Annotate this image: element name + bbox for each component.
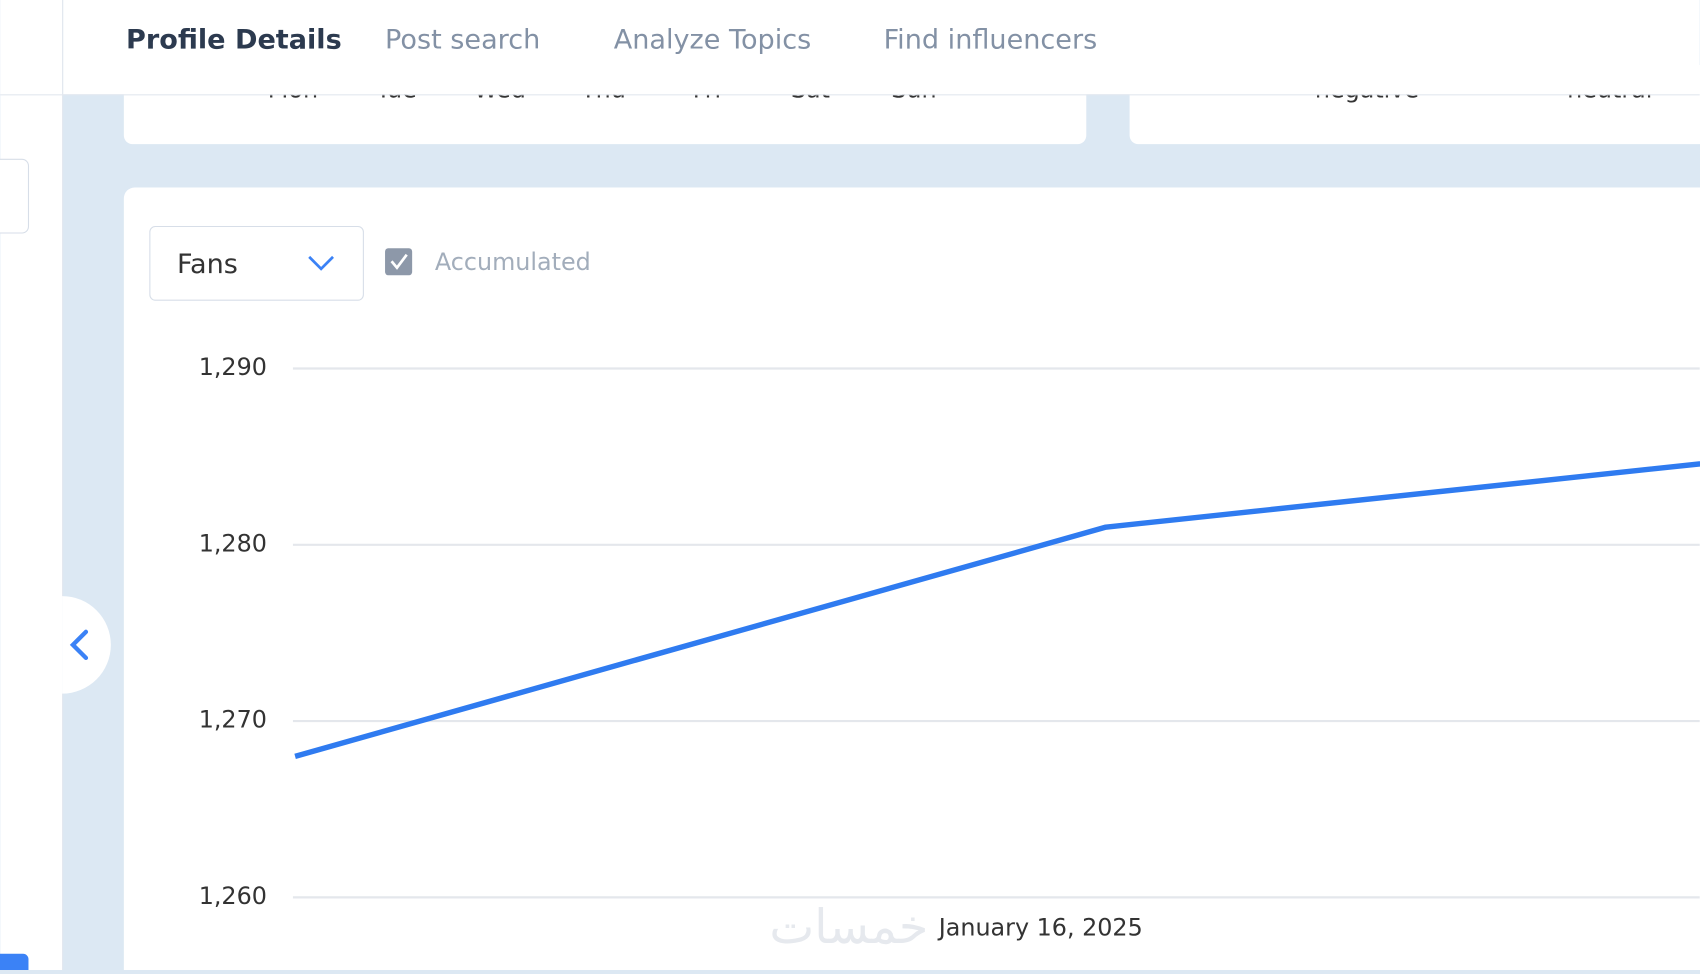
sidebar xyxy=(0,0,63,970)
data-line xyxy=(294,461,1700,759)
top-nav xyxy=(63,0,1700,95)
sidebar-input[interactable] xyxy=(0,158,30,234)
y-tick-label: 1,260 xyxy=(199,882,267,910)
nav-tab[interactable]: Analyze Topics xyxy=(614,25,812,56)
nav-tab[interactable]: Profile Details xyxy=(126,25,342,56)
checkbox-check xyxy=(390,253,408,270)
collapse-chevron xyxy=(69,629,89,661)
metric-dropdown[interactable] xyxy=(149,225,364,301)
y-tick-label: 1,290 xyxy=(199,353,267,381)
y-tick-label: 1,270 xyxy=(199,706,267,734)
collapse-button[interactable] xyxy=(62,596,111,694)
dropdown-value: Fans xyxy=(177,249,238,280)
sidebar-button[interactable] xyxy=(0,953,29,974)
nav-tab[interactable]: Find influencers xyxy=(884,25,1098,56)
watermark: خمسات xyxy=(769,900,928,955)
accumulated-checkbox[interactable] xyxy=(385,248,413,276)
nav-corner xyxy=(0,0,63,95)
chart-card xyxy=(123,187,1700,974)
nav-tab[interactable]: Post search xyxy=(385,25,540,56)
x-tick-label: January 16, 2025 xyxy=(937,913,1143,941)
dropdown-chevron xyxy=(308,255,334,271)
accumulated-label: Accumulated xyxy=(435,248,591,276)
y-tick-label: 1,280 xyxy=(199,529,267,557)
